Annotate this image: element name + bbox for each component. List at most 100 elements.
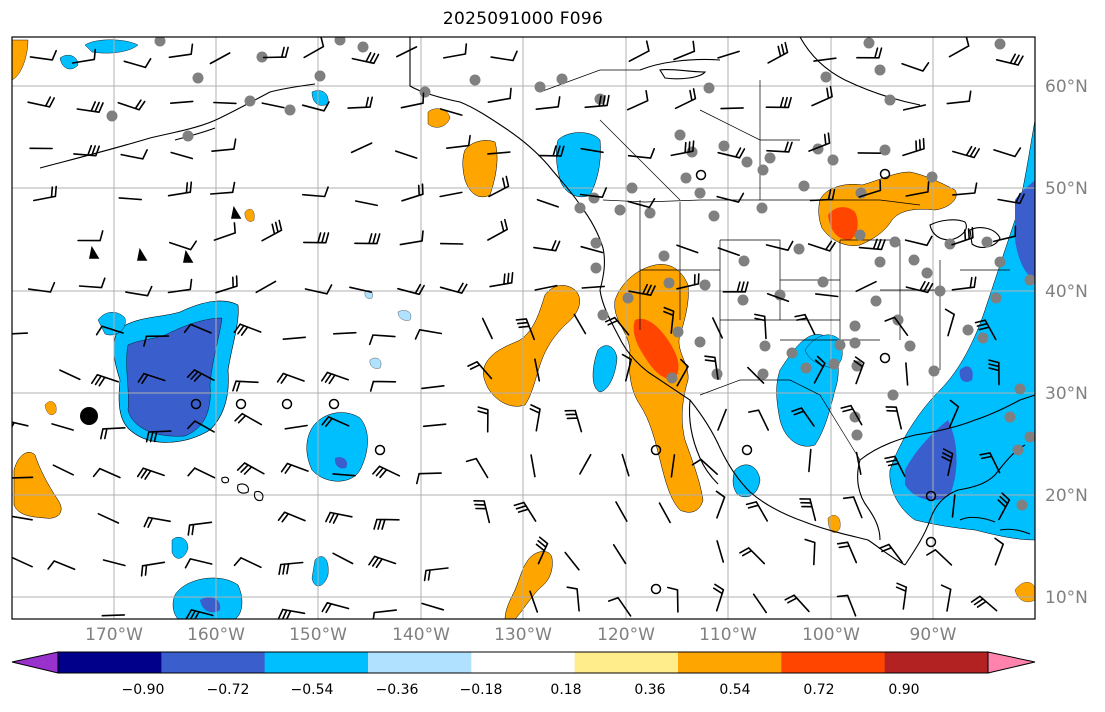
wind-barb [416, 472, 442, 485]
wind-barb [667, 586, 679, 613]
colorbar-segment [678, 652, 782, 673]
wind-barb [170, 151, 194, 160]
wind-barb [372, 465, 401, 479]
wind-barb [941, 448, 954, 476]
wind-barb [676, 244, 699, 254]
wind-barb [52, 464, 74, 476]
wind-barb [808, 448, 812, 473]
wind-barb [465, 457, 489, 479]
large-marker [80, 407, 98, 425]
wind-barb [720, 107, 744, 110]
wind-barb [95, 325, 124, 336]
wind-barb [536, 198, 559, 208]
colorbar-segment [471, 652, 576, 673]
wind-barb [855, 451, 862, 475]
wind-barb [515, 318, 535, 341]
colorbar-segment [781, 652, 886, 673]
wind-barb [397, 283, 425, 296]
positive-region [13, 452, 62, 519]
negative-core [959, 366, 973, 382]
wind-barb [533, 240, 561, 252]
positive-region [483, 285, 580, 407]
wind-barb [840, 404, 863, 426]
wind-barb [59, 369, 81, 381]
wind-barb [421, 385, 445, 390]
wind-barb [347, 96, 373, 109]
colorbar [11, 651, 1036, 674]
wind-barb [904, 235, 933, 247]
colorbar-segment [884, 652, 989, 673]
wind-barb [926, 549, 953, 566]
station-dots [106, 37, 1035, 511]
positive-region [1014, 582, 1035, 602]
wind-barb [752, 593, 767, 614]
wind-barb [579, 453, 592, 475]
positive-region [12, 39, 29, 81]
wind-barb [858, 238, 886, 251]
wind-barb [303, 37, 325, 59]
wind-barb [670, 454, 676, 478]
wind-barb [607, 597, 632, 617]
wind-barb [280, 462, 309, 474]
wind-barb [332, 473, 356, 477]
wind-barb [368, 555, 397, 569]
wind-barb [951, 226, 974, 246]
wind-barb [91, 374, 119, 387]
wind-barb [490, 50, 518, 62]
wind-barb [209, 181, 236, 195]
wind-barb [581, 285, 605, 289]
wind-barb [905, 181, 930, 197]
wind-barb [794, 313, 816, 336]
wind-barb [946, 90, 972, 105]
colorbar-segment [58, 652, 162, 673]
wind-barb [137, 372, 166, 384]
wind-barb [167, 181, 193, 197]
wind-barb [748, 409, 769, 431]
wind-barb [481, 317, 493, 340]
wind-barb [765, 96, 792, 109]
wind-pennant [183, 249, 194, 263]
wind-barb [399, 230, 424, 246]
lon-label: 100°W [802, 625, 860, 645]
negative-region [592, 345, 618, 393]
wind-barb [952, 182, 978, 196]
wind-barb [183, 323, 212, 334]
wind-barb [12, 515, 33, 521]
wind-barb [538, 145, 565, 157]
wind-barb [215, 275, 238, 294]
wind-barb [627, 198, 656, 209]
wind-barb [884, 455, 906, 477]
wind-barb [529, 590, 539, 613]
wind-barb [754, 313, 767, 340]
colorbar-tick: −0.72 [206, 682, 250, 698]
wind-barb [261, 102, 285, 109]
wind-barb [277, 511, 306, 523]
colorbar-tick: −0.36 [375, 682, 419, 698]
wind-barb [670, 140, 695, 157]
wind-barb [766, 141, 793, 153]
wind-barb [354, 233, 381, 245]
negative-region [732, 464, 761, 498]
wind-barb [51, 423, 74, 431]
lat-label: 20°N [1045, 486, 1088, 506]
wind-barb [584, 94, 610, 109]
wind-barb [487, 87, 512, 103]
wind-barb [997, 492, 1011, 521]
wind-barb [621, 453, 630, 477]
wind-barb [905, 362, 909, 386]
wind-barb [29, 49, 57, 61]
wind-barb [401, 183, 424, 202]
wind-barb [78, 277, 106, 289]
wind-barb [443, 43, 468, 59]
wind-barb [373, 518, 400, 530]
wind-barb [529, 404, 541, 432]
wind-barb [993, 147, 1022, 158]
wind-barb [12, 556, 33, 568]
wind-barb [994, 537, 1004, 566]
wind-barb [997, 192, 1025, 205]
wind-barb [952, 145, 980, 159]
wind-barb [332, 552, 354, 565]
wind-barb [815, 293, 839, 298]
wind-barb [282, 336, 306, 340]
